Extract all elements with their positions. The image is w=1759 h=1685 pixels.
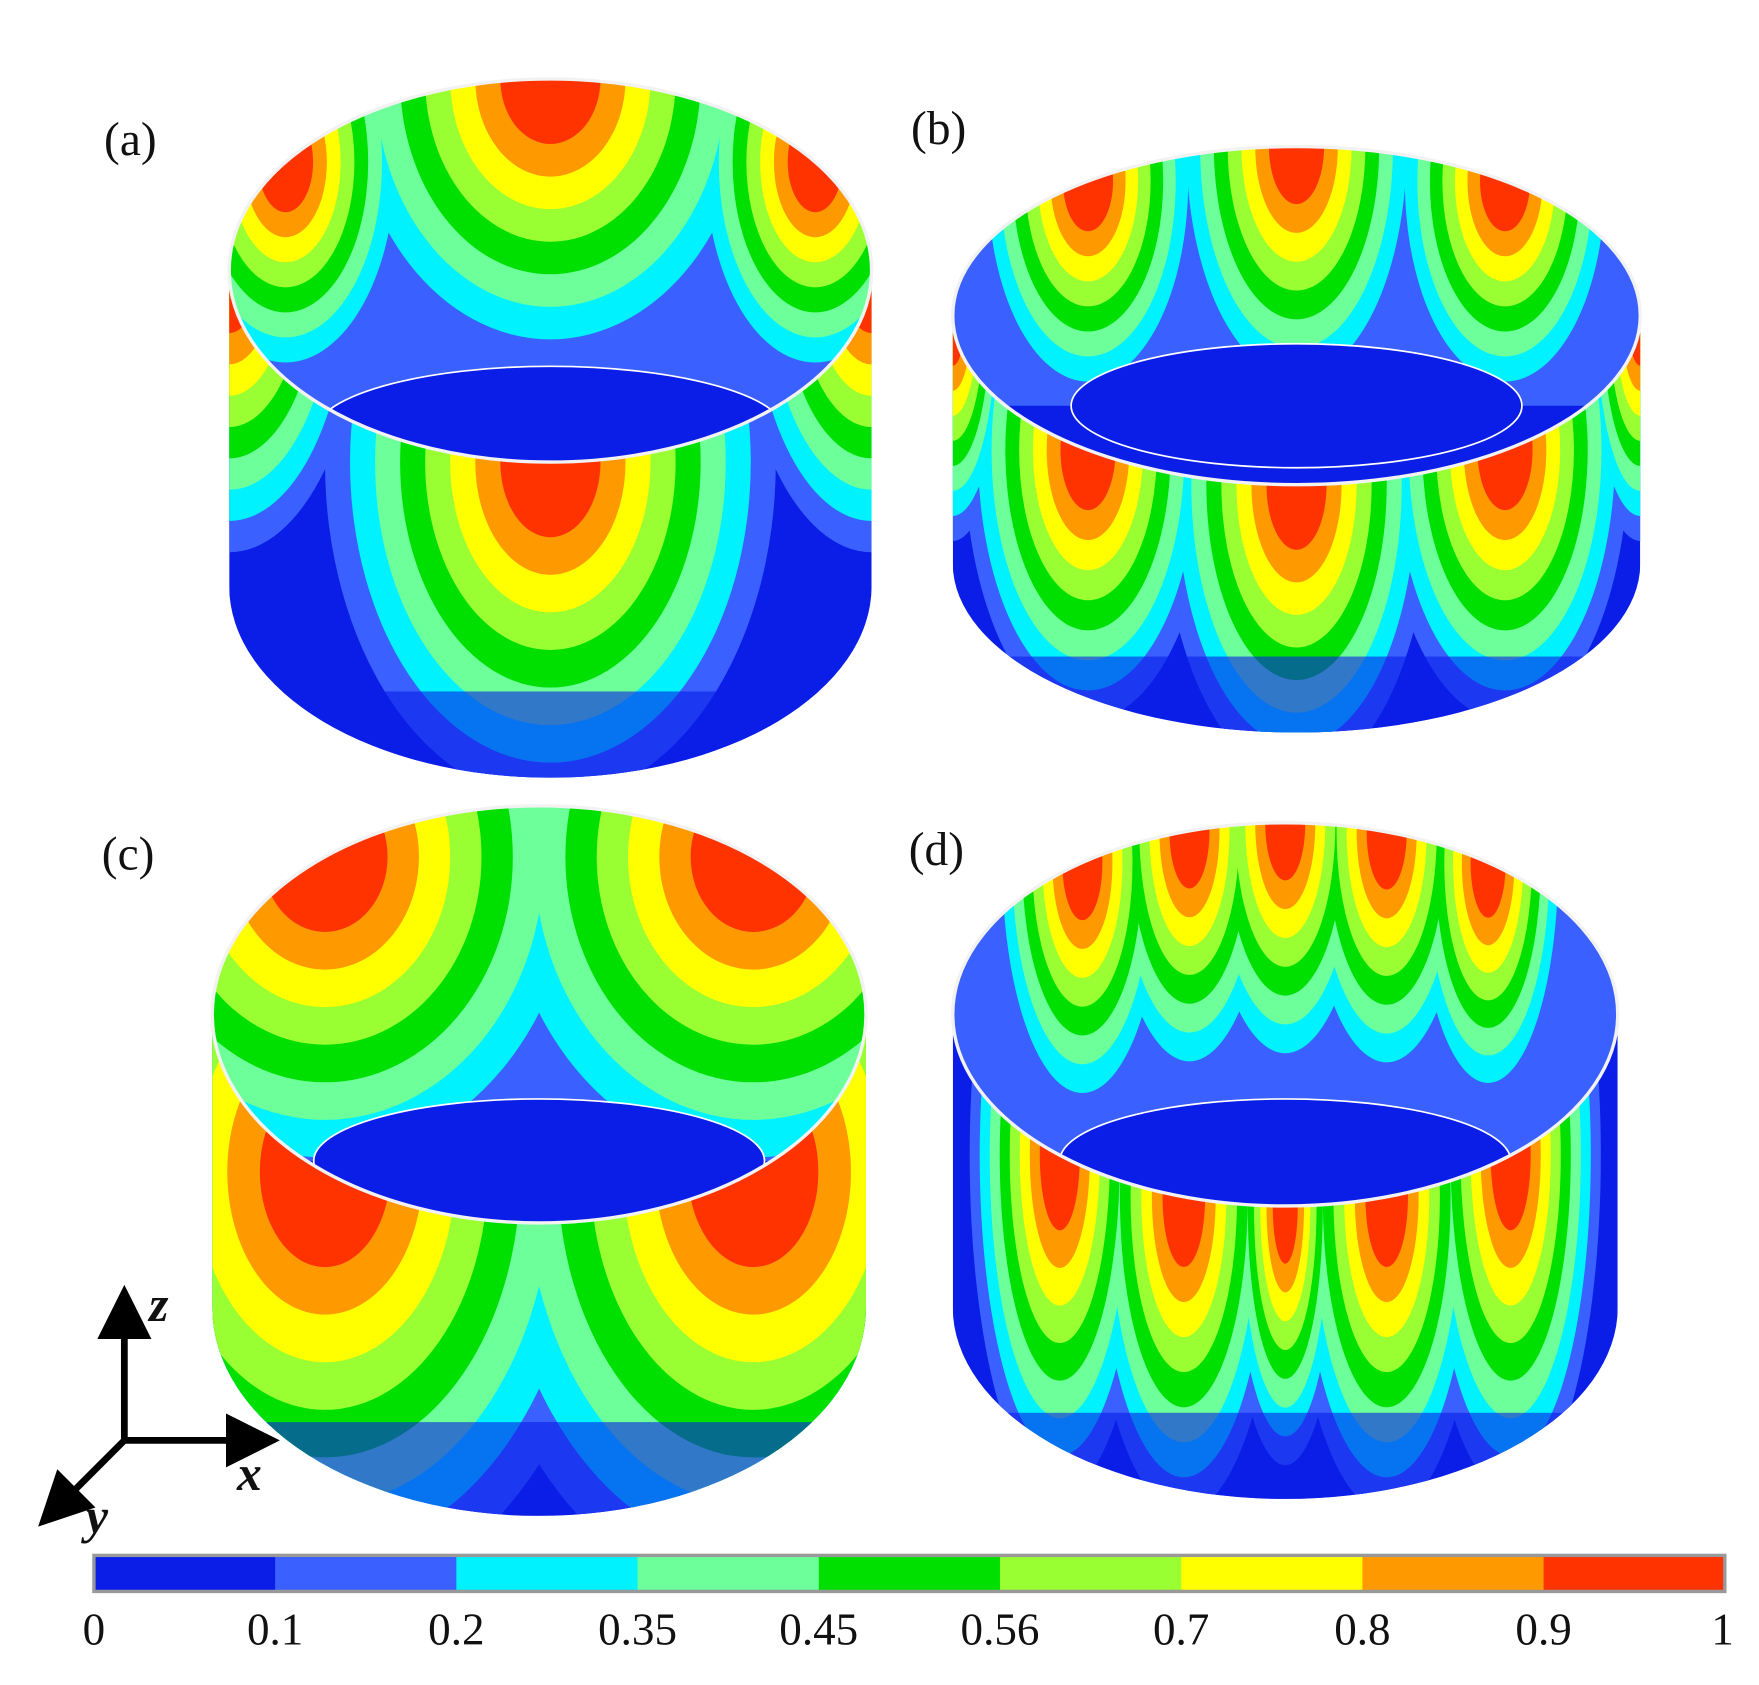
contour-band (1255, 146, 1338, 233)
y-arrow (38, 1438, 127, 1527)
contour-band (475, 78, 626, 177)
axes-triad: z x y (38, 1277, 280, 1544)
floor (1070, 342, 1523, 469)
colorbar-segment (1362, 1555, 1545, 1592)
contour-band (1268, 146, 1325, 205)
wall-bottom (212, 1422, 866, 1516)
axis-label: y (81, 1489, 109, 1544)
colorbar-tick-label: 0.1 (247, 1605, 303, 1655)
colorbar-tick-label: 0.35 (598, 1605, 677, 1655)
colorbar-segment (1181, 1555, 1363, 1592)
contour-band (500, 78, 601, 145)
panel-label: (a) (104, 114, 157, 166)
colorbar: 0 0.1 0.2 0.35 0.45 0.56 0.7 0.8 0.9 1 (83, 1553, 1734, 1655)
colorbar-segment (637, 1555, 820, 1592)
colorbar-tick-label: 0 (83, 1605, 106, 1655)
colorbar-segment (456, 1555, 639, 1592)
axis-label: x (236, 1446, 262, 1501)
rim (951, 144, 1642, 487)
colorbar-tick-label: 0.9 (1515, 1605, 1571, 1655)
colorbar-tick-label: 0.7 (1153, 1605, 1209, 1655)
colorbar-frame (92, 1553, 1727, 1594)
colorbar-segment (93, 1555, 276, 1592)
colorbar-tick-label: 0.8 (1334, 1605, 1390, 1655)
rim (210, 804, 868, 1225)
colorbar-tick-label: 0.2 (428, 1605, 484, 1655)
panel-label: (d) (909, 824, 964, 876)
shell (951, 821, 1620, 1499)
axis-label: z (147, 1277, 169, 1332)
shell (951, 144, 1642, 733)
colorbar-tick-label: 1 (1711, 1605, 1734, 1655)
colorbar-segment (1543, 1555, 1726, 1592)
contour-band (1255, 822, 1316, 910)
shell (210, 804, 868, 1516)
panel-label: (c) (102, 829, 155, 881)
colorbar-segment (818, 1555, 1001, 1592)
colorbar-segment (275, 1555, 457, 1592)
panel-label: (b) (911, 103, 966, 155)
colorbar-segment (999, 1555, 1182, 1592)
colorbar-tick-label: 0.45 (779, 1605, 858, 1655)
wall-bottom (952, 656, 1641, 733)
rim (951, 821, 1620, 1208)
shells (210, 77, 1642, 1516)
floor (312, 1098, 766, 1223)
colorbar-tick-label: 0.56 (961, 1605, 1040, 1655)
rim (227, 77, 874, 464)
shell (227, 77, 874, 778)
